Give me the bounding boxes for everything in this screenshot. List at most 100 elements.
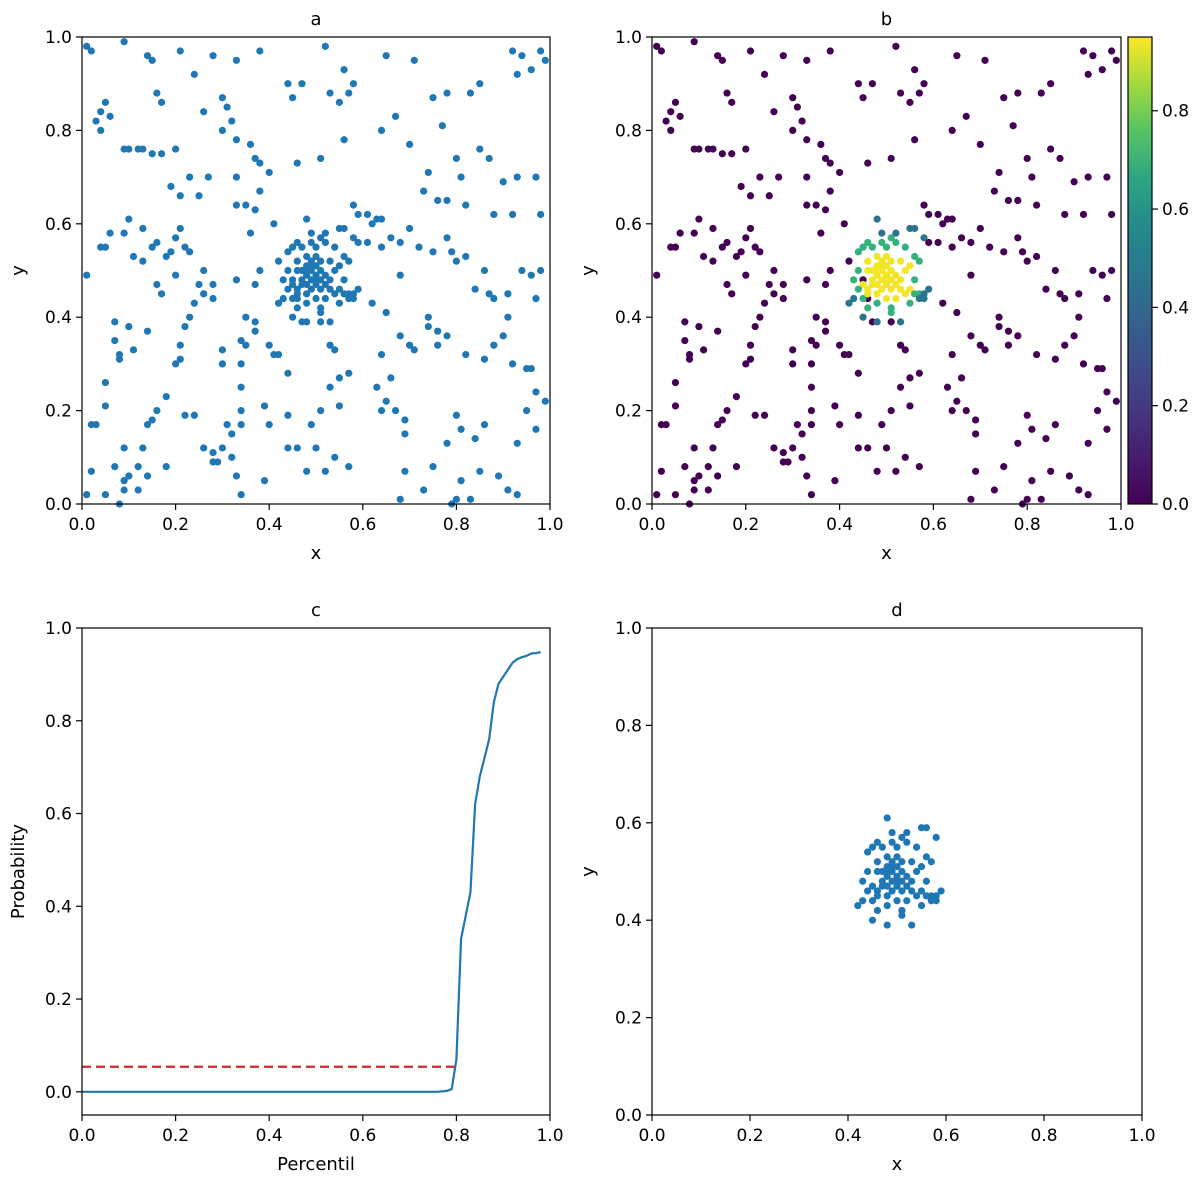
- data-point: [232, 173, 241, 181]
- data-point: [186, 313, 194, 321]
- data-point: [1103, 173, 1111, 181]
- data-point: [967, 238, 975, 247]
- data-point: [1037, 89, 1045, 97]
- data-point: [129, 252, 138, 261]
- data-point: [873, 266, 881, 275]
- data-point: [452, 257, 460, 265]
- data-point: [1047, 80, 1055, 88]
- x-tick-label: 1.0: [536, 1126, 563, 1146]
- data-point: [387, 374, 395, 382]
- data-point: [967, 495, 975, 503]
- data-point: [391, 112, 400, 120]
- x-tick-label: 1.0: [1128, 1126, 1155, 1146]
- data-point: [298, 80, 306, 88]
- data-point: [911, 66, 919, 74]
- data-point: [462, 350, 470, 359]
- data-point: [209, 294, 217, 303]
- data-point: [1023, 411, 1031, 419]
- data-point: [723, 89, 731, 97]
- data-point: [883, 814, 891, 822]
- data-point: [307, 238, 315, 247]
- data-point: [803, 173, 811, 181]
- data-point: [821, 318, 830, 326]
- y-axis-label: y: [578, 866, 599, 877]
- data-point: [878, 229, 886, 237]
- data-point: [953, 397, 961, 405]
- data-point: [340, 252, 348, 261]
- data-point: [917, 901, 926, 910]
- data-point: [494, 472, 503, 480]
- data-point: [1023, 495, 1031, 503]
- data-point: [723, 280, 731, 289]
- data-point: [410, 56, 418, 64]
- data-point: [873, 838, 882, 846]
- data-point: [943, 383, 952, 391]
- data-point: [162, 463, 170, 471]
- data-point: [317, 407, 325, 415]
- data-point: [303, 290, 311, 298]
- data-point: [148, 243, 156, 251]
- data-point: [981, 56, 989, 64]
- data-point: [508, 47, 517, 55]
- data-point: [878, 843, 886, 851]
- data-point: [789, 94, 797, 102]
- data-point: [864, 290, 872, 298]
- data-point: [190, 299, 198, 307]
- y-axis-label: Probability: [8, 824, 29, 919]
- data-point: [873, 290, 881, 298]
- data-point: [462, 201, 470, 209]
- data-point: [903, 838, 911, 846]
- data-point: [340, 224, 348, 233]
- data-point: [779, 52, 787, 60]
- data-point: [831, 402, 839, 410]
- data-point: [893, 853, 901, 861]
- data-point: [840, 350, 848, 359]
- data-point: [1098, 271, 1106, 279]
- data-point: [896, 257, 905, 265]
- data-point: [190, 411, 198, 419]
- data-point: [83, 491, 91, 499]
- data-point: [157, 150, 166, 158]
- data-point: [845, 299, 853, 307]
- data-point: [284, 80, 292, 88]
- data-point: [265, 168, 273, 177]
- data-point: [1056, 290, 1064, 298]
- data-point: [845, 257, 853, 265]
- data-point: [284, 285, 292, 293]
- data-point: [303, 467, 311, 475]
- data-point: [742, 145, 750, 153]
- data-point: [751, 411, 759, 419]
- data-point: [354, 238, 362, 247]
- data-point: [195, 192, 203, 200]
- data-point: [186, 248, 194, 256]
- x-tick-label: 0.2: [162, 1126, 189, 1146]
- data-point: [321, 238, 329, 247]
- data-point: [718, 56, 726, 64]
- data-point: [864, 257, 872, 265]
- data-point: [798, 430, 806, 438]
- data-point: [331, 243, 339, 251]
- data-point: [466, 495, 475, 503]
- data-point: [1079, 210, 1088, 219]
- data-point: [83, 42, 91, 50]
- data-point: [888, 863, 896, 871]
- data-point: [906, 98, 914, 106]
- data-point: [321, 271, 329, 279]
- data-point: [87, 421, 95, 429]
- colorbar-tick-label: 0.6: [1162, 200, 1189, 220]
- data-point: [850, 276, 858, 284]
- data-point: [265, 421, 273, 429]
- data-point: [340, 136, 348, 144]
- data-point: [883, 853, 891, 861]
- x-tick-label: 0.2: [736, 1126, 763, 1146]
- data-point: [340, 276, 348, 284]
- data-point: [1014, 439, 1022, 447]
- data-point: [331, 346, 339, 354]
- data-point: [784, 458, 792, 466]
- data-point: [157, 98, 166, 106]
- data-point: [331, 290, 339, 298]
- data-point: [953, 308, 961, 317]
- data-point: [896, 276, 905, 284]
- data-point: [986, 243, 994, 251]
- data-point: [1065, 472, 1074, 480]
